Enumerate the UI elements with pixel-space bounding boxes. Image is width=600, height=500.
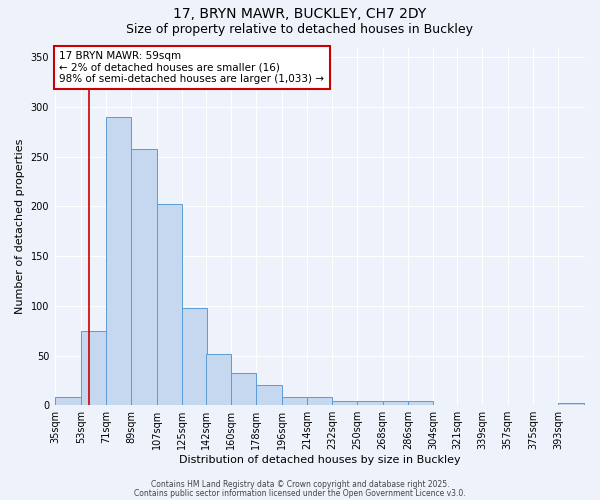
Bar [281,398,307,405]
Bar [157,204,182,405]
Bar [332,401,358,405]
Bar [81,330,106,405]
Text: 17, BRYN MAWR, BUCKLEY, CH7 2DY: 17, BRYN MAWR, BUCKLEY, CH7 2DY [173,8,427,22]
Y-axis label: Number of detached properties: Number of detached properties [15,138,25,314]
Bar [358,401,383,405]
Bar [182,308,207,405]
Text: Contains public sector information licensed under the Open Government Licence v3: Contains public sector information licen… [134,489,466,498]
Bar [307,398,332,405]
Bar [559,403,584,405]
Text: 17 BRYN MAWR: 59sqm
← 2% of detached houses are smaller (16)
98% of semi-detache: 17 BRYN MAWR: 59sqm ← 2% of detached hou… [59,51,325,84]
Bar [256,386,281,405]
Bar [106,117,131,405]
Bar [55,398,81,405]
Text: Contains HM Land Registry data © Crown copyright and database right 2025.: Contains HM Land Registry data © Crown c… [151,480,449,489]
Bar [383,401,408,405]
Bar [408,401,433,405]
Bar [231,374,256,405]
Bar [131,149,157,405]
Bar [206,354,231,405]
X-axis label: Distribution of detached houses by size in Buckley: Distribution of detached houses by size … [179,455,460,465]
Text: Size of property relative to detached houses in Buckley: Size of property relative to detached ho… [127,22,473,36]
